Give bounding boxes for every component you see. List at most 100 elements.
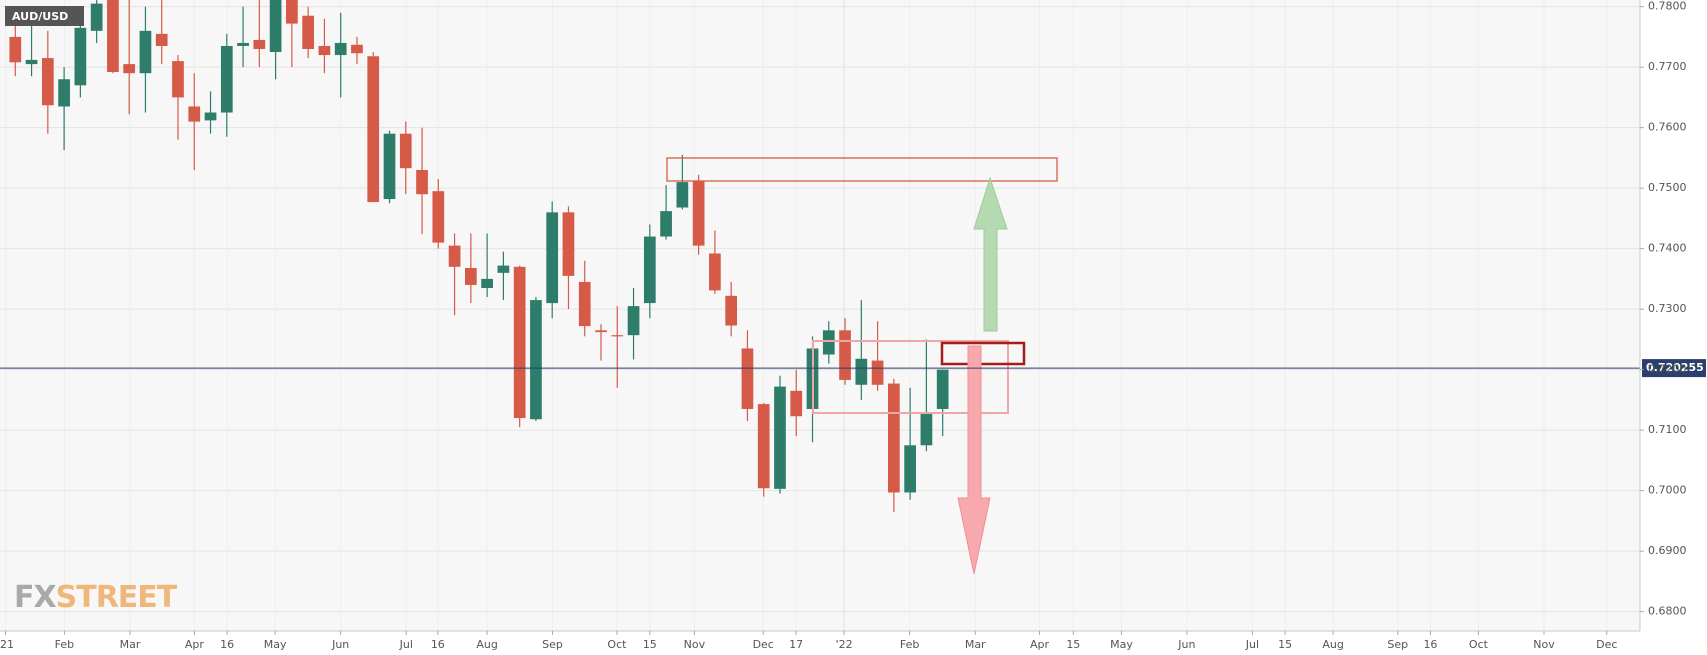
candle-body xyxy=(351,44,363,54)
grid xyxy=(0,6,1640,613)
candle-body xyxy=(530,300,542,420)
x-tick-label: Aug xyxy=(1322,638,1343,651)
candle-body xyxy=(497,265,510,273)
y-tick-label: 0.7100 xyxy=(1648,423,1687,436)
candle-body xyxy=(855,358,868,385)
y-tick-label: 0.7800 xyxy=(1648,0,1687,13)
breakout-zone xyxy=(940,341,1026,366)
candle-body xyxy=(318,45,331,56)
candle-body xyxy=(9,36,22,63)
watermark-suffix: STREET xyxy=(56,580,178,615)
x-tick-label: '21 xyxy=(0,638,14,651)
candle-body xyxy=(546,212,559,304)
candle-body xyxy=(367,56,380,203)
candle-body xyxy=(578,281,591,327)
candle-body xyxy=(741,348,754,409)
x-tick-label: '22 xyxy=(836,638,853,651)
y-tick-label: 0.6800 xyxy=(1648,605,1687,618)
candle-body xyxy=(269,0,282,53)
candle-body xyxy=(611,335,624,337)
candle-body xyxy=(627,306,640,336)
bullish-arrow xyxy=(973,176,1008,332)
candle-body xyxy=(725,295,738,326)
candle-body xyxy=(399,133,412,169)
x-tick-label: Jul xyxy=(399,638,413,651)
x-tick-label: Feb xyxy=(900,638,919,651)
candle-body xyxy=(139,30,152,74)
candle-body xyxy=(660,211,672,237)
x-tick-label: May xyxy=(264,638,287,651)
candle-body xyxy=(237,42,249,46)
y-tick-label: 0.7600 xyxy=(1648,121,1687,134)
x-tick-label: Dec xyxy=(1596,638,1617,651)
candle-body xyxy=(643,236,656,304)
symbol-badge xyxy=(5,6,84,26)
current-price-label: 0.720255 xyxy=(1646,361,1704,374)
x-tick-label: Jul xyxy=(1245,638,1259,651)
x-tick-label: Mar xyxy=(120,638,141,651)
candle-body xyxy=(25,59,38,65)
x-tick-label: Aug xyxy=(476,638,497,651)
x-tick-label: Apr xyxy=(185,638,205,651)
candle-body xyxy=(936,369,949,409)
x-tick-label: 16 xyxy=(1423,638,1437,651)
candle-body xyxy=(464,268,477,285)
x-tick-label: 15 xyxy=(1278,638,1292,651)
candle-body xyxy=(904,445,916,493)
candle-body xyxy=(41,58,54,106)
candle-body xyxy=(432,191,445,243)
x-tick-label: Apr xyxy=(1030,638,1050,651)
x-tick-label: 15 xyxy=(1066,638,1080,651)
candle-body xyxy=(774,386,786,489)
candle-body xyxy=(888,383,900,493)
watermark: FXSTREET xyxy=(14,580,178,615)
candle-body xyxy=(822,330,835,355)
x-tick-label: Oct xyxy=(1469,638,1489,651)
candle-body xyxy=(253,39,266,50)
candle-body xyxy=(302,15,315,50)
y-tick-label: 0.7400 xyxy=(1648,242,1687,255)
candle-body xyxy=(757,404,770,489)
x-tick-label: 16 xyxy=(431,638,445,651)
x-tick-label: May xyxy=(1110,638,1133,651)
x-tick-label: Mar xyxy=(965,638,986,651)
current-price-tag xyxy=(1642,359,1706,378)
candle-body xyxy=(839,330,851,380)
x-tick-label: Jun xyxy=(331,638,349,651)
x-tick-label: Dec xyxy=(753,638,774,651)
candle-body xyxy=(286,0,298,24)
candle-body xyxy=(107,0,119,72)
candle-body xyxy=(172,61,184,98)
candle-body xyxy=(188,106,201,122)
candle-body xyxy=(481,278,493,288)
y-tick-label: 0.7000 xyxy=(1648,484,1687,497)
candle-body xyxy=(595,330,607,333)
candle-body xyxy=(562,212,575,276)
candle-body xyxy=(709,253,721,291)
x-tick-label: 16 xyxy=(220,638,234,651)
candle-body xyxy=(513,266,526,419)
y-tick-label: 0.7300 xyxy=(1648,302,1687,315)
candle-body xyxy=(204,112,217,121)
overlay: 0.720255 xyxy=(0,359,1706,378)
x-tick-label: Sep xyxy=(1387,638,1408,651)
symbol-label: AUD/USD xyxy=(12,10,68,23)
candle-body xyxy=(220,45,233,113)
candle-body xyxy=(871,360,884,385)
candle-body xyxy=(676,182,689,208)
plot-area xyxy=(0,0,1640,631)
candle-body xyxy=(155,33,168,46)
x-tick-label: 17 xyxy=(789,638,803,651)
y-tick-label: 0.7700 xyxy=(1648,60,1687,73)
candle-body xyxy=(692,180,705,246)
candle-body xyxy=(383,133,396,200)
y-tick-label: 0.7200 xyxy=(1648,363,1687,376)
resistance-zone xyxy=(666,157,1058,182)
candle-body xyxy=(90,3,103,31)
watermark-prefix: FX xyxy=(14,580,56,615)
x-tick-label: Oct xyxy=(607,638,627,651)
candle-body xyxy=(920,411,933,446)
x-tick-label: Nov xyxy=(684,638,706,651)
candle-body xyxy=(58,79,70,107)
